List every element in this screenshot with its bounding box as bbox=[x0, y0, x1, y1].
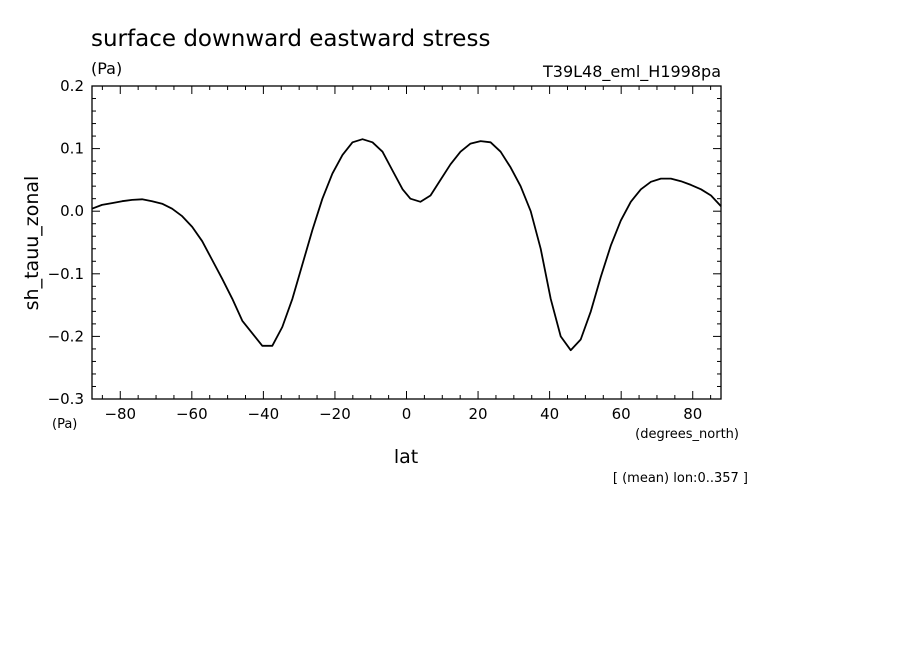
y-tick-label: −0.1 bbox=[48, 265, 84, 283]
x-tick-label: 20 bbox=[469, 405, 488, 423]
footnote: [ (mean) lon:0..357 ] bbox=[613, 471, 748, 486]
x-tick-label: 0 bbox=[402, 405, 412, 423]
x-tick-label: −20 bbox=[319, 405, 351, 423]
x-tick-label: −60 bbox=[176, 405, 208, 423]
plot-frame bbox=[91, 85, 722, 400]
x-axis-title: lat bbox=[394, 446, 418, 468]
y-axis-units: (Pa) bbox=[52, 417, 77, 432]
y-axis-title: sh_tauu_zonal bbox=[21, 176, 43, 311]
axis-ticks bbox=[92, 85, 721, 400]
x-tick-label: 60 bbox=[612, 405, 631, 423]
y-tick-label: −0.3 bbox=[48, 390, 84, 408]
y-tick-label: 0.0 bbox=[60, 202, 84, 220]
y-tick-label: 0.1 bbox=[60, 140, 84, 158]
x-tick-label: 40 bbox=[540, 405, 559, 423]
y-tick-label: 0.2 bbox=[60, 77, 84, 95]
y-tick-labels: 0.2 0.1 0.0 −0.1 −0.2 −0.3 bbox=[48, 77, 84, 408]
dataset-label: T39L48_eml_H1998pa bbox=[542, 62, 721, 82]
chart-title: surface downward eastward stress bbox=[91, 26, 490, 52]
x-axis-units: (degrees_north) bbox=[635, 427, 739, 442]
x-tick-label: −40 bbox=[248, 405, 280, 423]
y-tick-label: −0.2 bbox=[48, 327, 84, 345]
units-top-label: (Pa) bbox=[91, 59, 122, 78]
x-tick-labels: −80 −60 −40 −20 0 20 40 60 80 bbox=[104, 405, 702, 423]
series-line bbox=[91, 138, 722, 352]
x-tick-label: 80 bbox=[683, 405, 702, 423]
x-tick-label: −80 bbox=[104, 405, 136, 423]
